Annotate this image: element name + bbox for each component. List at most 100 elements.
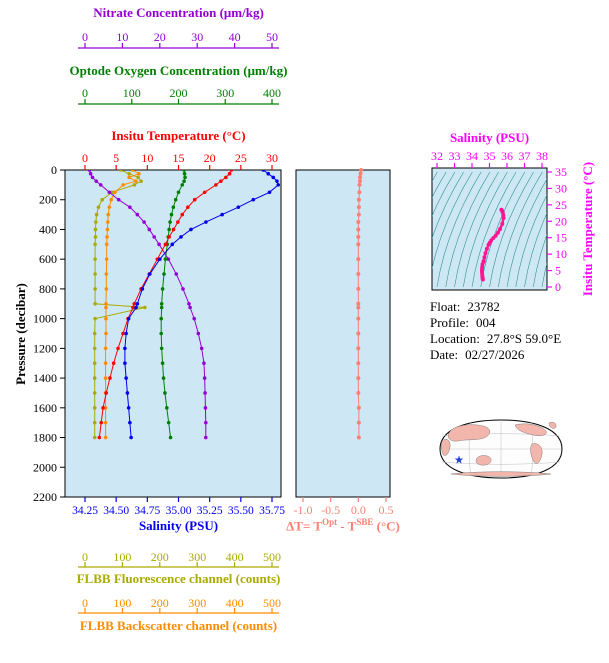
float-info-line: Date: 02/27/2026: [430, 347, 561, 363]
temperature-axis: 0 5 10 15 20 25 30: [82, 151, 278, 170]
tick-label: -0.5: [321, 503, 340, 517]
tick-label: 35: [555, 165, 567, 179]
profile-value: 004: [476, 315, 496, 330]
tick-label: 200: [151, 596, 169, 610]
tick-label: 0.0: [351, 503, 366, 517]
tick-label: 30: [555, 181, 567, 195]
world-map: [439, 419, 563, 479]
pressure-axis: 0 200 400 600 800 1000 1200 1400 1600 1800 2000 220…: [33, 163, 65, 504]
tick-label: 0: [51, 163, 57, 177]
delta-title-part: - T: [337, 518, 357, 534]
tick-label: 100: [123, 86, 141, 100]
delta-title-sup: SBE: [356, 517, 374, 527]
float-info-line: Location: 27.8°S 59.0°E: [430, 331, 561, 347]
tick-label: -1.0: [294, 503, 313, 517]
tick-label: 10: [116, 30, 128, 44]
tick-label: 34.75: [134, 505, 160, 517]
tick-label: 20: [204, 151, 216, 165]
series-oxygen: [159, 170, 187, 440]
continent-eurasia: [447, 424, 490, 442]
tick-label: 10: [555, 247, 567, 261]
tick-label: 500: [263, 596, 281, 610]
date-label: Date:: [430, 347, 459, 362]
ts-temperature-axis: 0 5 10 15 20 25 30 35: [547, 165, 567, 294]
float-value: 23782: [467, 299, 500, 314]
series-salinity: [123, 170, 281, 440]
tick-label: 1800: [33, 431, 57, 445]
tick-label: 50: [266, 30, 278, 44]
tick-label: 300: [188, 596, 206, 610]
tick-label: 25: [235, 151, 247, 165]
backscatter-axis: 0 100 200 300 400 500: [78, 596, 281, 614]
tick-label: 35.25: [197, 505, 223, 517]
tick-label: 10: [141, 151, 153, 165]
tick-label: 1600: [33, 401, 57, 415]
tick-label: 25: [555, 198, 567, 212]
profile-plot-area: [64, 169, 282, 498]
tick-label: 500: [263, 550, 281, 564]
float-info-line: Float: 23782: [430, 299, 561, 315]
tick-label: 34: [466, 149, 478, 163]
float-info: Float: 23782 Profile: 004 Location: 27.8°S …: [430, 299, 561, 363]
fluorescence-axis-title: FLBB Fluorescence channel (counts): [76, 571, 281, 586]
tick-label: 20: [555, 214, 567, 228]
continent-greenland: [548, 422, 557, 429]
tick-label: 1000: [33, 312, 57, 326]
backscatter-axis-title: FLBB Backscatter channel (counts): [79, 618, 278, 633]
ts-salinity-axis: 32 33 34 35 36 37 38: [431, 149, 548, 168]
tick-label: 38: [536, 149, 548, 163]
tick-label: 400: [263, 86, 281, 100]
tick-label: 35.00: [166, 505, 192, 517]
tick-label: 1400: [33, 371, 57, 385]
delta-title-part: (°C): [373, 518, 400, 534]
tick-label: 0: [82, 151, 88, 165]
tick-label: 200: [170, 86, 188, 100]
tick-label: 37: [519, 149, 531, 163]
ts-salinity-axis-title: Salinity (PSU): [449, 130, 530, 145]
tick-label: 30: [191, 30, 203, 44]
tick-label: 32: [431, 149, 443, 163]
location-label: Location:: [430, 331, 480, 346]
tick-label: 300: [188, 550, 206, 564]
tick-label: 30: [266, 151, 278, 165]
delta-title-part: ΔT= T: [286, 518, 323, 534]
tick-label: 0: [82, 550, 88, 564]
tick-label: 2000: [33, 460, 57, 474]
pressure-axis-title: Pressure (decibar): [13, 283, 28, 385]
oxygen-axis: 0 100 200 300 400: [78, 86, 281, 105]
profile-label: Profile:: [430, 315, 469, 330]
delta-t-axis-title: ΔT= TOpt - TSBE (°C): [265, 517, 421, 534]
continent-north-america: [514, 423, 547, 436]
ts-curve: [479, 207, 506, 282]
tick-label: 35.75: [259, 505, 285, 517]
profile-curves: [87, 170, 281, 440]
salinity-axis: 34.25 34.50 34.75 35.00 35.25 35.50 35.75: [72, 497, 285, 517]
float-label: Float:: [430, 299, 461, 314]
date-value: 02/27/2026: [465, 347, 525, 362]
tick-label: 600: [39, 252, 57, 266]
location-value: 27.8°S 59.0°E: [486, 331, 562, 346]
tick-label: 15: [173, 151, 185, 165]
tick-label: 5: [555, 264, 561, 278]
continent-south-america: [530, 443, 543, 464]
continent-antarctica: [450, 471, 552, 477]
delta-scatter: [356, 168, 364, 440]
tick-label: 0.5: [379, 503, 394, 517]
tick-label: 34.25: [72, 505, 98, 517]
tick-label: 400: [39, 222, 57, 236]
tick-label: 40: [229, 30, 241, 44]
ts-plot-area: [431, 167, 548, 291]
nitrate-axis: 0 10 20 30 40 50: [78, 30, 279, 49]
continent-africa: [441, 439, 451, 456]
tick-label: 34.50: [103, 505, 129, 517]
continent-australia: [475, 455, 492, 466]
tick-label: 100: [113, 596, 131, 610]
tick-label: 5: [113, 151, 119, 165]
delta-axis: -1.0 -0.5 0.0 0.5: [294, 497, 394, 517]
tick-label: 200: [39, 193, 57, 207]
nitrate-axis-title: Nitrate Concentration (μm/kg): [93, 5, 264, 20]
delta-plot-area: [295, 169, 391, 498]
tick-label: 300: [216, 86, 234, 100]
float-location-star: [454, 455, 464, 464]
